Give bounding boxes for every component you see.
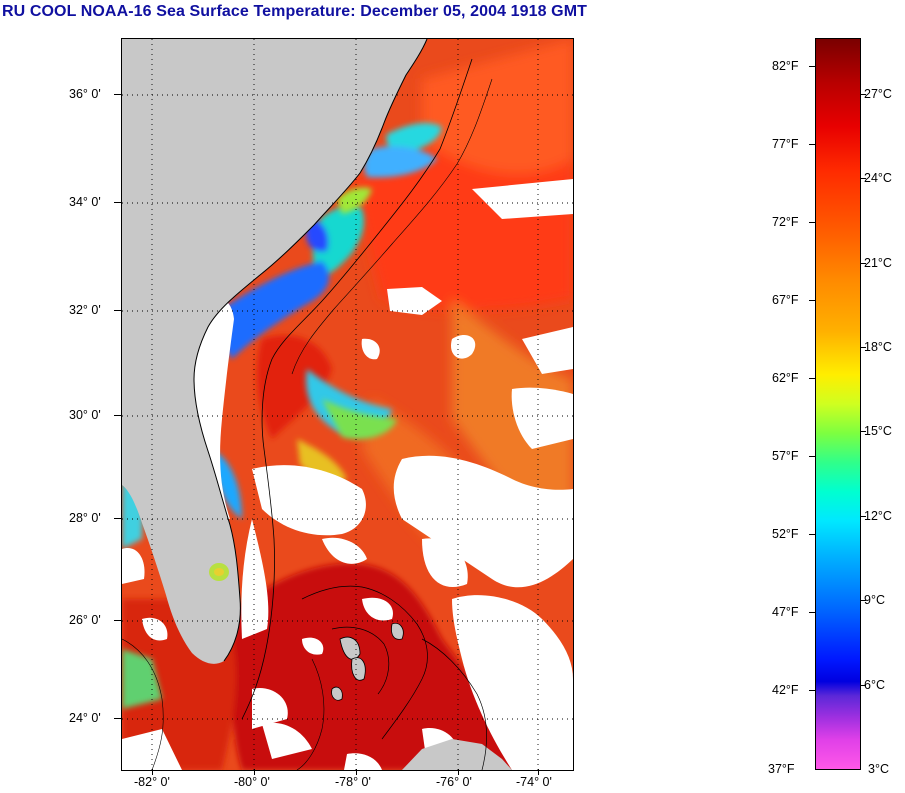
florida-land (122, 39, 427, 664)
fahrenheit-label: 67°F (772, 293, 799, 307)
lon-label: -78° 0' (335, 775, 371, 789)
lat-tick (114, 718, 121, 719)
bahamas-islands (331, 622, 404, 701)
celsius-label: 27°C (864, 87, 892, 101)
f-tick (809, 612, 815, 613)
lat-label: 34° 0' (69, 195, 101, 209)
cuba-coast (402, 739, 512, 770)
c-tick (860, 347, 866, 348)
coastline-contours (122, 39, 493, 770)
c-tick (860, 516, 866, 517)
fahrenheit-label: 72°F (772, 215, 799, 229)
lat-label: 36° 0' (69, 87, 101, 101)
lat-label: 26° 0' (69, 613, 101, 627)
celsius-label: 6°C (864, 678, 885, 692)
f-tick (809, 222, 815, 223)
fahrenheit-label: 77°F (772, 137, 799, 151)
lon-tick (254, 769, 255, 775)
celsius-label: 21°C (864, 256, 892, 270)
f-tick (809, 144, 815, 145)
c-tick (860, 431, 866, 432)
lat-label: 28° 0' (69, 511, 101, 525)
fahrenheit-label: 42°F (772, 683, 799, 697)
lon-tick (152, 769, 153, 775)
lon-tick (458, 769, 459, 775)
f-tick (809, 300, 815, 301)
f-tick (809, 534, 815, 535)
lat-label: 32° 0' (69, 303, 101, 317)
celsius-label: 15°C (864, 424, 892, 438)
celsius-label: 18°C (864, 340, 892, 354)
lon-label: -76° 0' (436, 775, 472, 789)
lon-tick (356, 769, 357, 775)
c-tick (860, 685, 866, 686)
sst-map-canvas (122, 39, 573, 770)
graticule (122, 39, 573, 770)
fahrenheit-label: 82°F (772, 59, 799, 73)
lat-tick (114, 518, 121, 519)
celsius-label: 24°C (864, 171, 892, 185)
celsius-label: 9°C (864, 593, 885, 607)
lat-tick (114, 310, 121, 311)
fahrenheit-label: 47°F (772, 605, 799, 619)
lon-tick (538, 769, 539, 775)
f-tick (809, 456, 815, 457)
c-tick (860, 600, 866, 601)
lat-label: 30° 0' (69, 408, 101, 422)
lat-label: 24° 0' (69, 711, 101, 725)
warm-water-regions (352, 39, 573, 559)
lon-label: -82° 0' (134, 775, 170, 789)
lon-label: -74° 0' (516, 775, 552, 789)
c-tick (860, 178, 866, 179)
sst-map[interactable] (121, 38, 574, 771)
celsius-label: 12°C (864, 509, 892, 523)
lat-tick (114, 620, 121, 621)
lon-label: -80° 0' (234, 775, 270, 789)
c-tick (860, 263, 866, 264)
temperature-colorbar (815, 38, 861, 770)
fahrenheit-label: 52°F (772, 527, 799, 541)
celsius-label: 3°C (868, 762, 889, 776)
cold-shelf-water (122, 123, 442, 549)
lat-tick (114, 94, 121, 95)
f-tick (809, 378, 815, 379)
lake-center (214, 568, 224, 576)
fahrenheit-label: 57°F (772, 449, 799, 463)
f-tick (809, 66, 815, 67)
page-title: RU COOL NOAA-16 Sea Surface Temperature:… (2, 3, 588, 20)
fahrenheit-label: 37°F (768, 762, 795, 776)
lat-tick (114, 202, 121, 203)
lat-tick (114, 415, 121, 416)
f-tick (809, 690, 815, 691)
c-tick (860, 94, 866, 95)
fahrenheit-label: 62°F (772, 371, 799, 385)
